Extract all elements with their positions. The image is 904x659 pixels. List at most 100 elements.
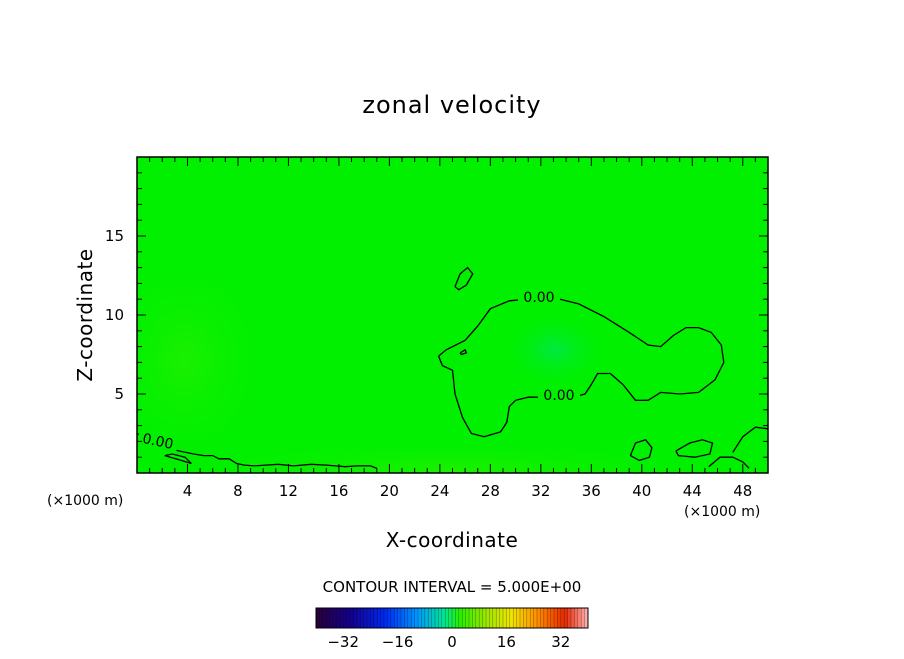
colorbar-cell (431, 608, 436, 628)
colorbar-cell (441, 608, 446, 628)
chart-title: zonal velocity (362, 91, 541, 119)
contour-line (454, 266, 474, 291)
x-axis-tick-labels: 4 8 12 16 20 24 28 32 36 40 44 48 (183, 482, 753, 500)
plot-area: 0.00 0.00 0.00 (136, 156, 769, 474)
colorbar-cell (397, 608, 402, 628)
colorbar-cell (564, 608, 569, 628)
colorbar-cell (384, 608, 388, 628)
colorbar-cell (390, 608, 395, 628)
colorbar-cell (516, 608, 521, 628)
colorbar-cell (421, 608, 426, 628)
colorbar-cell (547, 608, 552, 628)
colorbar-cell (370, 608, 375, 628)
contour-label-bg (518, 288, 560, 306)
contour-line (164, 453, 192, 465)
contour-line (459, 348, 468, 356)
contour-line (629, 439, 653, 462)
colorbar-cell (475, 608, 480, 628)
field-patch-center (500, 310, 610, 390)
colorbar-cell (322, 608, 327, 628)
colorbar-cell (571, 608, 575, 628)
colorbar-cell (326, 608, 331, 628)
colorbar-tick-label: −32 (327, 633, 359, 651)
contour-line (708, 456, 750, 469)
colorbar-cell (465, 608, 470, 628)
colorbar-cell (567, 608, 572, 628)
y-tick-label: 5 (114, 385, 124, 403)
contour-label: 0.00 (523, 290, 554, 306)
x-tick-label: 40 (632, 482, 651, 500)
colorbar-tick-label: 16 (497, 633, 516, 651)
colorbar-tick-label: −16 (382, 633, 414, 651)
colorbar-cell (455, 608, 460, 628)
colorbar-frame (315, 607, 589, 629)
colorbar-cell (492, 608, 497, 628)
colorbar-cell (356, 608, 361, 628)
colorbar-cell (581, 608, 586, 628)
axis-ticks (137, 157, 768, 473)
colorbar-cell (543, 608, 548, 628)
contour-label-bg (538, 385, 580, 403)
contour-line (675, 439, 714, 458)
colorbar-cell (496, 608, 501, 628)
colorbar-cell (486, 608, 490, 628)
colorbar-cell (489, 608, 494, 628)
colorbar-cell (445, 608, 450, 628)
colorbar-cell (523, 608, 528, 628)
colorbar-cell (363, 608, 368, 628)
contour-labels: 0.00 0.00 0.00 (137, 288, 580, 454)
colorbar-cell (336, 608, 341, 628)
colorbar-cell (584, 608, 589, 628)
colorbar-cell (550, 608, 555, 628)
x-tick-label: 48 (733, 482, 752, 500)
field-shading (137, 240, 768, 473)
colorbar-cell (346, 608, 351, 628)
colorbar-cell (506, 608, 511, 628)
colorbar-tick-label: 32 (551, 633, 570, 651)
x-tick-label: 4 (183, 482, 193, 500)
x-axis-label: X-coordinate (386, 528, 519, 552)
contour-label-bg (137, 428, 180, 454)
x-tick-label: 16 (329, 482, 348, 500)
colorbar-cell (533, 608, 538, 628)
colorbar-cell (373, 608, 378, 628)
x-tick-label: 20 (380, 482, 399, 500)
colorbar-cell (360, 608, 365, 628)
colorbar-cell (499, 608, 504, 628)
contour-label: 0.00 (543, 388, 574, 404)
x-tick-label: 36 (582, 482, 601, 500)
colorbar-cell (333, 608, 337, 628)
colorbar-cell (577, 608, 582, 628)
y-tick-label: 10 (105, 306, 124, 324)
colorbar-cell (520, 608, 524, 628)
colorbar-cell (377, 608, 382, 628)
field-patch-west (137, 240, 280, 473)
colorbar-cell (350, 608, 354, 628)
colorbar-cell (424, 608, 429, 628)
colorbar-cell (401, 608, 405, 628)
colorbar-cell (448, 608, 453, 628)
contour-label: 0.00 (141, 431, 175, 453)
colorbar (315, 607, 589, 629)
colorbar-cell (380, 608, 385, 628)
y-axis-label: Z-coordinate (73, 248, 97, 381)
x-unit-left: (×1000 m) (47, 493, 123, 509)
colorbar-cell (462, 608, 467, 628)
colorbar-cell (503, 608, 507, 628)
colorbar-cell (537, 608, 541, 628)
colorbar-cell (557, 608, 562, 628)
x-tick-label: 8 (233, 482, 243, 500)
colorbar-cell (411, 608, 416, 628)
colorbar-cell (513, 608, 518, 628)
x-tick-label: 32 (531, 482, 550, 500)
colorbar-cell (404, 608, 409, 628)
colorbar-cell (472, 608, 477, 628)
colorbar-cell (560, 608, 565, 628)
colorbar-cell (343, 608, 348, 628)
x-tick-label: 24 (430, 482, 449, 500)
colorbar-cell (479, 608, 484, 628)
colorbar-cell (469, 608, 473, 628)
colorbar-cell (452, 608, 456, 628)
